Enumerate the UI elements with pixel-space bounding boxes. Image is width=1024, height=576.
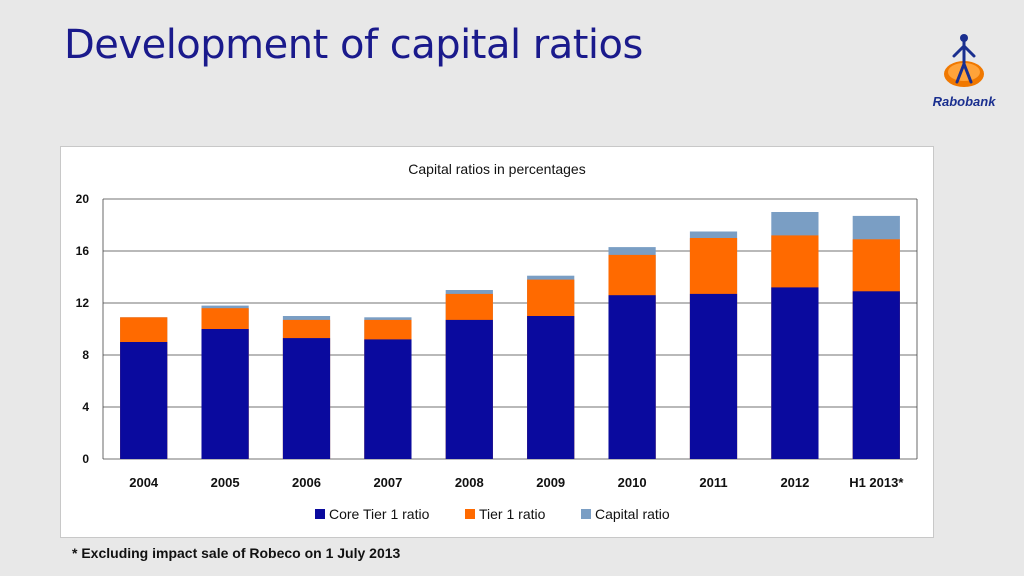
slide-title: Development of capital ratios	[64, 22, 643, 68]
bar-core-tier-1-ratio	[608, 295, 656, 459]
y-tick-label: 16	[76, 244, 90, 258]
x-tick-label: H1 2013*	[849, 475, 904, 490]
legend: Core Tier 1 ratio Tier 1 ratio Capital rat…	[315, 506, 670, 522]
y-tick-label: 12	[76, 296, 90, 310]
y-axis: 0 4 8 12 16 20	[76, 192, 90, 466]
x-tick-label: 2012	[780, 475, 809, 490]
bar-core-tier-1-ratio	[120, 342, 168, 459]
x-tick-label: 2007	[373, 475, 402, 490]
x-tick-label: 2010	[618, 475, 647, 490]
x-tick-label: 2009	[536, 475, 565, 490]
y-tick-label: 4	[82, 400, 89, 414]
bar-core-tier-1-ratio	[201, 329, 249, 459]
bar-core-tier-1-ratio	[689, 293, 738, 459]
brand-name: Rabobank	[932, 94, 996, 109]
legend-label: Tier 1 ratio	[479, 506, 546, 522]
x-tick-label: 2011	[699, 475, 727, 490]
y-tick-label: 20	[76, 192, 90, 206]
legend-swatch	[581, 509, 591, 519]
chart-title: Capital ratios in percentages	[408, 161, 585, 177]
footnote: * Excluding impact sale of Robeco on 1 J…	[72, 545, 401, 561]
bar-core-tier-1-ratio	[852, 291, 900, 459]
bar-core-tier-1-ratio	[364, 339, 412, 459]
y-tick-label: 8	[82, 348, 89, 362]
legend-label: Core Tier 1 ratio	[329, 506, 430, 522]
y-tick-label: 0	[82, 452, 89, 466]
bar-core-tier-1-ratio	[527, 316, 575, 459]
bars	[120, 212, 900, 459]
bar-core-tier-1-ratio	[771, 287, 819, 459]
chart-container: Capital ratios in percentages 0 4 8 12 16 20 …	[60, 146, 934, 538]
rabobank-logo: Rabobank	[926, 30, 1002, 114]
rabobank-logo-icon	[944, 34, 984, 87]
x-tick-label: 2004	[129, 475, 159, 490]
x-tick-label: 2006	[292, 475, 321, 490]
x-axis: 2004 2005 2006 2007 2008 2009 2010 2011 2012 H1 2…	[129, 475, 904, 490]
legend-swatch	[315, 509, 325, 519]
x-tick-label: 2005	[211, 475, 240, 490]
stacked-bar-chart: Capital ratios in percentages 048121620 …	[76, 161, 918, 522]
legend-swatch	[465, 509, 475, 519]
bar-core-tier-1-ratio	[282, 338, 331, 459]
legend-label: Capital ratio	[595, 506, 670, 522]
bar-core-tier-1-ratio	[445, 319, 493, 459]
x-tick-label: 2008	[455, 475, 484, 490]
